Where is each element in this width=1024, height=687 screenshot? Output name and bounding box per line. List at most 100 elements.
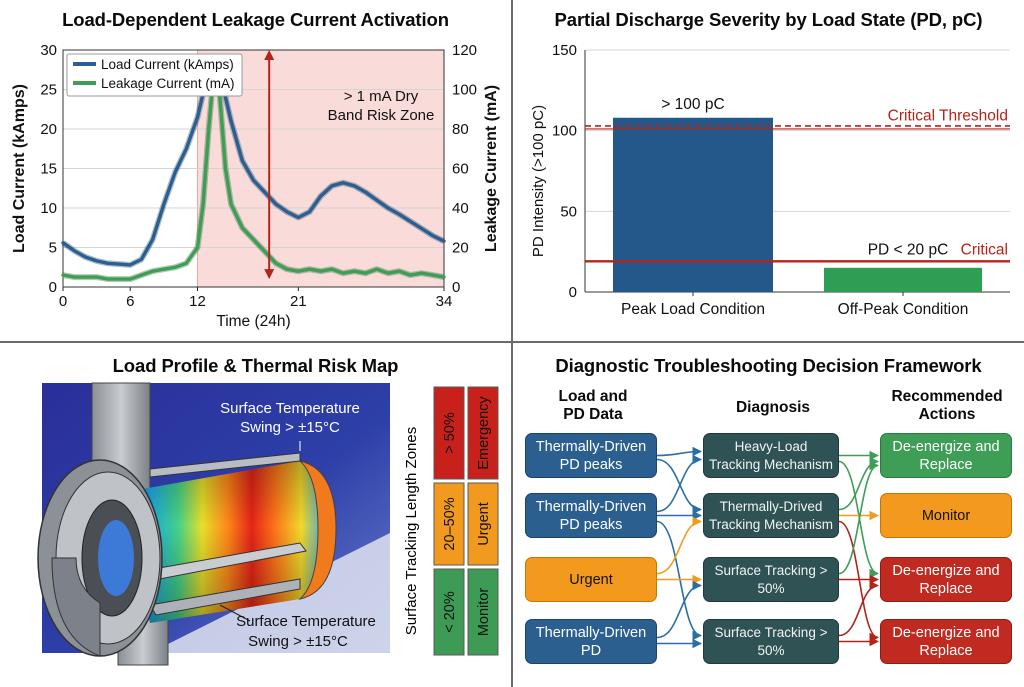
flange-inner-glow <box>98 520 134 596</box>
pd-bar-chart: 0 50 100 150 Peak Load Condition Off-Peak Con… <box>530 42 1010 318</box>
flow-arrow <box>656 446 702 457</box>
x-tick-label: Peak Load Condition <box>621 301 765 318</box>
diagnosis-node: Heavy-Load Tracking Mechanism <box>703 433 839 478</box>
leakage-chart-panel: Load-Dependent Leakage Current Activatio… <box>0 0 511 341</box>
y-tick-label: 15 <box>40 161 57 178</box>
flow-arrow <box>656 520 702 641</box>
y-axis-label: PD Intensity (>100 pC) <box>530 105 547 257</box>
legend-box <box>66 53 243 97</box>
y2-tick-label: 80 <box>452 121 469 138</box>
chart-legend: Load Current (kAmps) Leakage Current (mA) <box>66 53 243 97</box>
critical-threshold-label: Critical Threshold <box>888 107 1008 124</box>
x-axis-label: Time (24h) <box>216 313 290 330</box>
thermal-title: Load Profile & Thermal Risk Map <box>112 355 399 376</box>
flow-arrow <box>838 460 879 579</box>
action-node: De-energize and Replace <box>880 557 1012 602</box>
risk-zone-arrow-head-bottom <box>264 269 275 280</box>
zone-range-cell <box>433 568 465 656</box>
col-head-diagnosis: Diagnosis <box>735 399 811 416</box>
vertical-divider <box>511 0 513 687</box>
diagnosis-node: Surface Tracking > 50% <box>703 557 839 602</box>
y-tick-label: 50 <box>560 203 577 220</box>
zone-range-label: < 20% <box>442 591 458 633</box>
plot-frame <box>62 49 445 288</box>
zone-action-label: Urgent <box>476 502 492 546</box>
surface-temp-label-bottom-line1: Surface Temperature <box>236 613 376 630</box>
cylinder-end-ring <box>298 460 337 600</box>
zone-range-label: > 50% <box>442 412 458 454</box>
zones-title: Surface Tracking Length Zones <box>403 427 420 635</box>
y-tick-label: 0 <box>49 279 57 296</box>
risk-zone-arrow-head-top <box>264 50 275 60</box>
input-node: Thermally-Driven PD peaks <box>525 493 657 538</box>
x-tick-label: 21 <box>290 293 307 310</box>
input-node: Urgent <box>525 557 657 602</box>
legend-label: Load Current (kAmps) <box>101 57 234 72</box>
horizontal-divider <box>0 341 1024 343</box>
y-tick-label: 5 <box>49 240 57 257</box>
lower-clamp <box>149 578 301 616</box>
y2-tick-label: 100 <box>452 82 477 99</box>
action-node: Monitor <box>880 493 1012 538</box>
upper-sleeve <box>149 452 301 478</box>
peak-load-bar <box>613 117 773 292</box>
x-tick-label: Off-Peak Condition <box>838 301 969 318</box>
thermal-illustration: Surface Temperature Swing > ±15°C Surfac… <box>37 382 499 666</box>
zone-range-cell <box>433 386 465 480</box>
bar-data-label: PD < 20 pC <box>868 241 949 258</box>
off-peak-bar <box>824 267 982 292</box>
col-head-inputs: Load and PD Data <box>558 388 628 423</box>
cylinder-shading <box>120 461 326 623</box>
y-tick-label: 150 <box>552 42 577 59</box>
flow-arrow <box>656 580 702 639</box>
x-tick-label: 6 <box>126 293 134 310</box>
y-tick-label: 10 <box>40 200 57 217</box>
leakage-chart-title: Load-Dependent Leakage Current Activatio… <box>62 9 449 30</box>
flow-arrow <box>838 460 879 575</box>
y-tick-label: 20 <box>40 121 57 138</box>
zone-action-cell <box>467 482 499 566</box>
y-tick-label: 0 <box>569 284 577 301</box>
flow-arrow <box>838 580 879 637</box>
y2-tick-label: 60 <box>452 161 469 178</box>
y2-axis-label: Leakage Current (mA) <box>483 85 500 252</box>
flow-arrow <box>656 458 702 515</box>
zone-action-cell <box>467 386 499 480</box>
surface-temp-label-bottom-line2: Swing > ±15°C <box>248 633 348 650</box>
framework-title: Diagnostic Troubleshooting Decision Fram… <box>555 355 982 376</box>
col-head-actions: Recommended Actions <box>891 388 1003 423</box>
zone-range-label: 20–50% <box>442 497 458 550</box>
x-tick-label: 34 <box>436 293 453 310</box>
y2-tick-label: 40 <box>452 200 469 217</box>
y-axis-label: Load Current (kAmps) <box>11 84 28 253</box>
surface-temp-label-top-line1: Surface Temperature <box>220 400 360 417</box>
thermal-risk-panel: Load Profile & Thermal Risk Map <box>0 343 511 687</box>
zone-legend: > 50% Emergency 20–50% Urgent < 20% Monitor <box>433 386 499 656</box>
callout-bottom <box>219 604 251 622</box>
action-node: De-energize and Replace <box>880 433 1012 478</box>
input-node: Thermally-Driven PD peaks <box>525 433 657 478</box>
leakage-current-line <box>61 64 446 281</box>
risk-zone-text-line1: > 1 mA Dry <box>344 88 419 105</box>
diagnosis-node: Surface Tracking > 50% <box>703 619 839 664</box>
zone-action-label: Emergency <box>476 396 492 470</box>
surface-temp-label-top-line2: Swing > ±15°C <box>240 419 340 436</box>
flow-arrows <box>656 446 879 649</box>
x-tick-label: 0 <box>59 293 67 310</box>
x-tick-label: 12 <box>189 293 206 310</box>
action-node: De-energize and Replace <box>880 619 1012 664</box>
flow-arrow <box>656 454 702 513</box>
zone-range-cell <box>433 482 465 566</box>
flange-cutaway <box>51 557 101 657</box>
bar-data-label: > 100 pC <box>661 96 724 113</box>
y-tick-label: 30 <box>40 42 57 59</box>
legend-label: Leakage Current (mA) <box>101 76 235 91</box>
y2-tick-label: 0 <box>452 279 460 296</box>
leakage-line-chart: 0 5 10 15 20 25 30 0 20 40 60 80 100 120 0 6 12 21 34 > 1 m… <box>11 42 500 330</box>
input-node: Thermally-Driven PD <box>525 619 657 664</box>
critical-label: Critical <box>961 241 1008 258</box>
zone-action-label: Monitor <box>476 588 492 637</box>
y-tick-label: 25 <box>40 82 57 99</box>
flow-arrow <box>656 516 702 575</box>
pd-bar-chart-panel: Partial Discharge Severity by Load State… <box>513 0 1024 341</box>
